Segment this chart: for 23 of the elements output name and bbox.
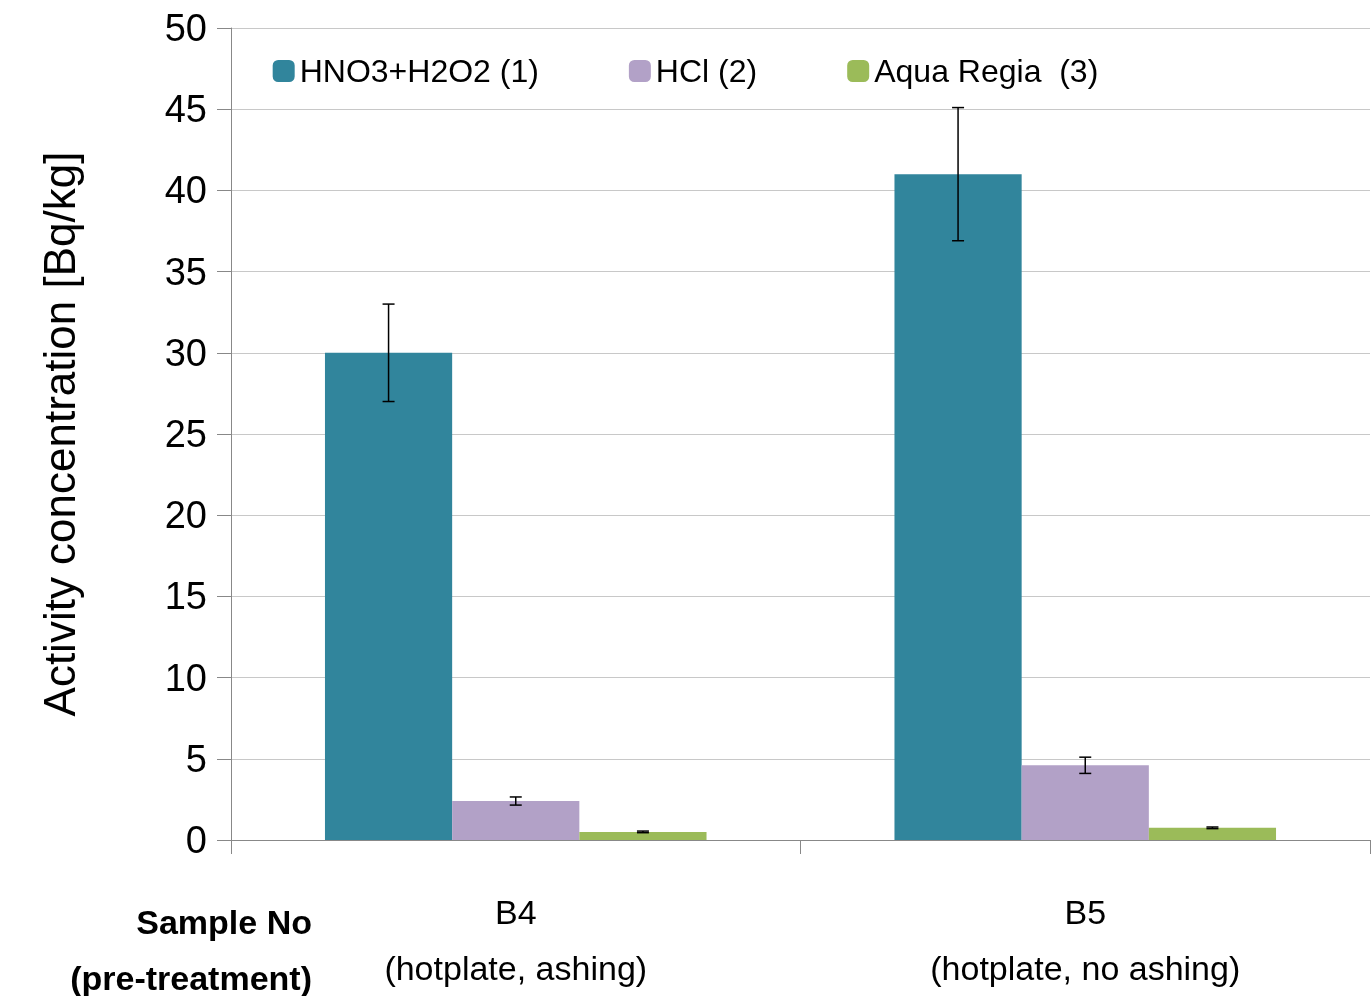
y-tick-label: 50 bbox=[164, 7, 207, 49]
bar bbox=[324, 352, 453, 840]
y-tick-label: 25 bbox=[164, 413, 207, 455]
y-tick-label: 20 bbox=[164, 494, 207, 537]
y-tick-label: 10 bbox=[164, 656, 207, 699]
legend-label: HNO3+H2O2 (1) bbox=[299, 53, 539, 89]
legend-label: Aqua Regia (3) bbox=[874, 53, 1099, 89]
y-tick-label: 15 bbox=[164, 575, 207, 618]
bar bbox=[894, 174, 1022, 840]
y-tick-label: 35 bbox=[164, 250, 207, 293]
x-tick-label: B4 (hotplate, ashing) bbox=[384, 893, 648, 987]
bar bbox=[579, 831, 707, 840]
x-tick-label: B5 (hotplate, no ashing) bbox=[930, 893, 1241, 987]
legend-label: HCl (2) bbox=[655, 53, 758, 89]
y-tick-label: 5 bbox=[185, 737, 207, 780]
y-tick-label: 30 bbox=[164, 331, 207, 374]
y-tick-label: 0 bbox=[185, 819, 207, 861]
y-tick-label: 45 bbox=[164, 88, 207, 131]
y-tick-label: 40 bbox=[164, 169, 207, 212]
bar bbox=[1021, 765, 1149, 840]
y-axis-title: Activity concentration [Bq/kg] bbox=[34, 151, 84, 717]
bar bbox=[1148, 827, 1277, 840]
bar bbox=[452, 801, 580, 840]
